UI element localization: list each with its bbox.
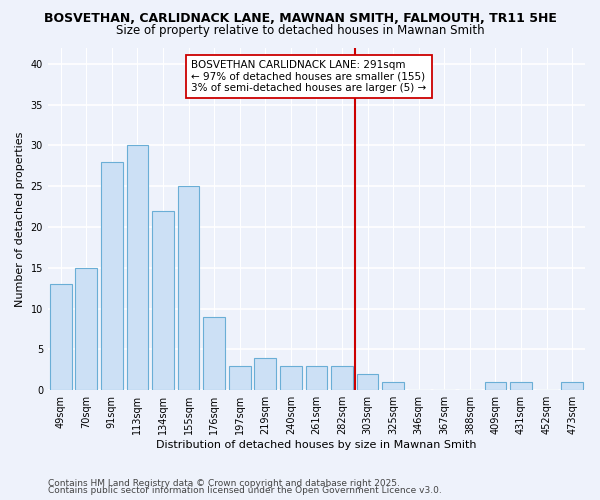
Text: Size of property relative to detached houses in Mawnan Smith: Size of property relative to detached ho… (116, 24, 484, 37)
Bar (254, 358, 276, 390)
X-axis label: Distribution of detached houses by size in Mawnan Smith: Distribution of detached houses by size … (156, 440, 477, 450)
Bar (101, 162, 123, 390)
Bar (510, 382, 532, 390)
Bar (178, 186, 199, 390)
Text: BOSVETHAN CARLIDNACK LANE: 291sqm
← 97% of detached houses are smaller (155)
3% : BOSVETHAN CARLIDNACK LANE: 291sqm ← 97% … (191, 60, 427, 93)
Bar (382, 382, 404, 390)
Bar (280, 366, 302, 390)
Bar (50, 284, 71, 390)
Text: Contains public sector information licensed under the Open Government Licence v3: Contains public sector information licen… (48, 486, 442, 495)
Bar (485, 382, 506, 390)
Bar (562, 382, 583, 390)
Bar (331, 366, 353, 390)
Text: Contains HM Land Registry data © Crown copyright and database right 2025.: Contains HM Land Registry data © Crown c… (48, 478, 400, 488)
Text: BOSVETHAN, CARLIDNACK LANE, MAWNAN SMITH, FALMOUTH, TR11 5HE: BOSVETHAN, CARLIDNACK LANE, MAWNAN SMITH… (44, 12, 556, 26)
Bar (229, 366, 251, 390)
Bar (305, 366, 328, 390)
Bar (127, 146, 148, 390)
Y-axis label: Number of detached properties: Number of detached properties (15, 131, 25, 306)
Bar (357, 374, 379, 390)
Bar (76, 268, 97, 390)
Bar (203, 317, 225, 390)
Bar (152, 210, 174, 390)
